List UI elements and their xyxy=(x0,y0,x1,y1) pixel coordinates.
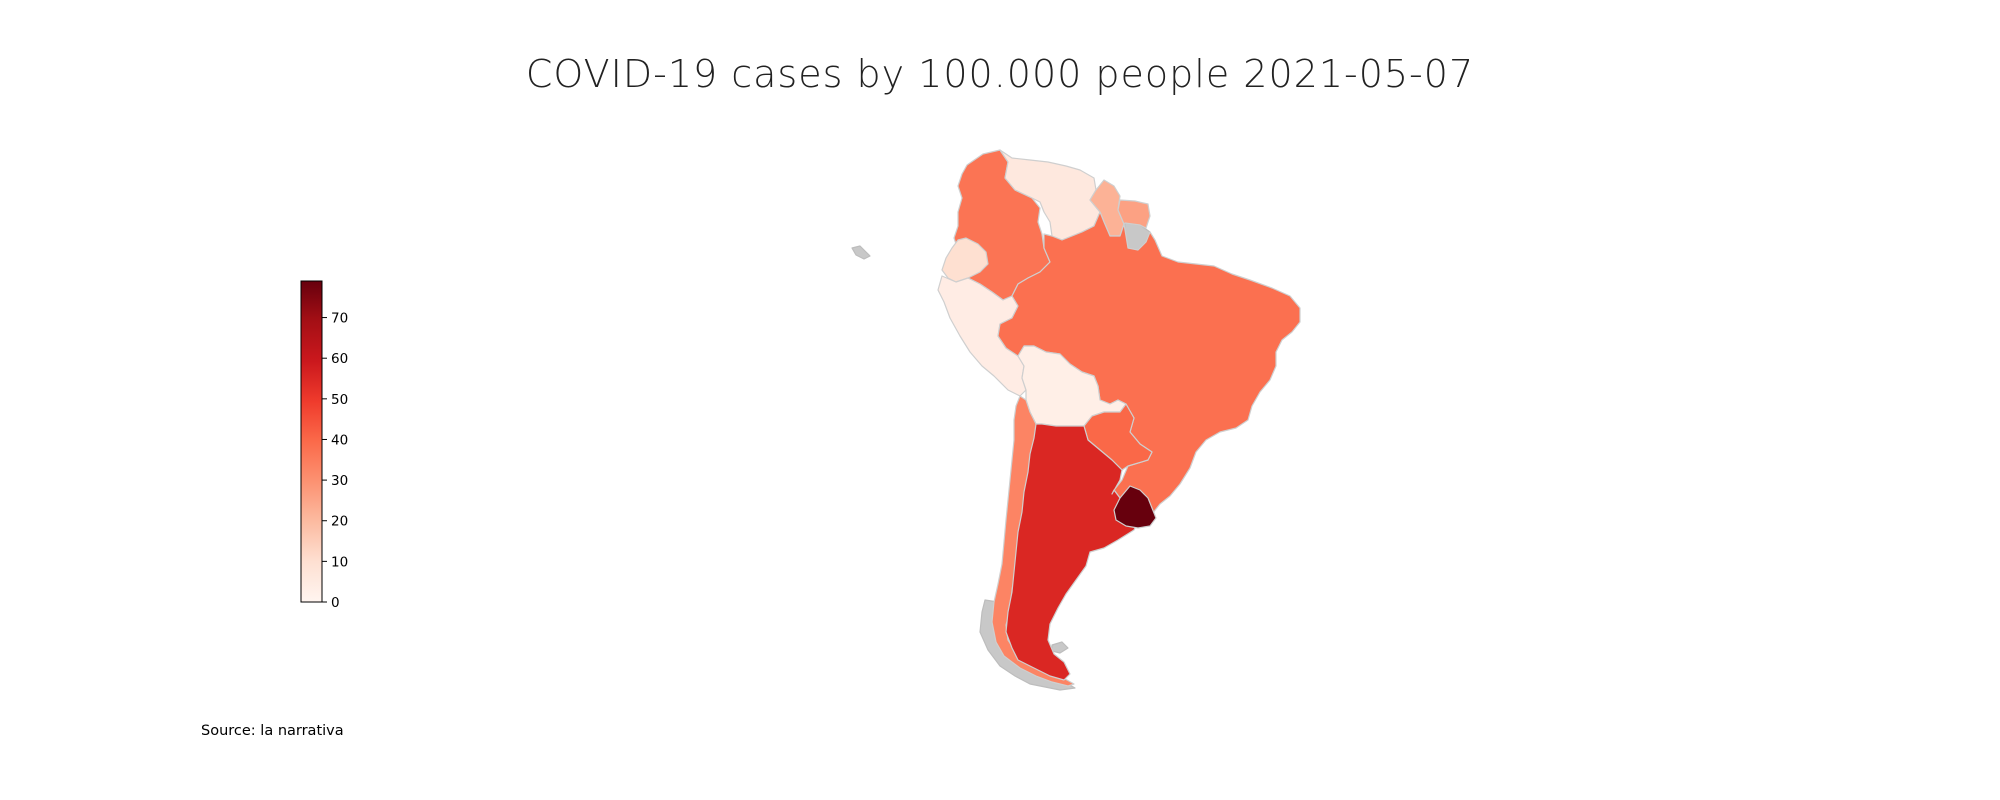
colorbar-tick-label: 60 xyxy=(331,351,348,367)
country-uruguay xyxy=(1113,485,1157,529)
colorbar-tick-label: 50 xyxy=(331,392,348,408)
colorbar-tick-label: 30 xyxy=(331,473,348,489)
country-ecuador xyxy=(941,237,989,283)
colorbar-ticks: 0 10 20 30 40 50 60 70 xyxy=(322,311,348,611)
country-galapagos xyxy=(851,245,871,260)
colorbar-tick-label: 10 xyxy=(331,554,348,570)
map-title: COVID-19 cases by 100.000 people 2021-05… xyxy=(525,52,1475,96)
colorbar-gradient xyxy=(300,280,323,603)
country-argentina xyxy=(1005,423,1141,681)
countries-layer xyxy=(851,149,1301,691)
colorbar-tick-label: 70 xyxy=(331,311,348,327)
colorbar-tick-label: 40 xyxy=(331,432,348,448)
colorbar: 0 10 20 30 40 50 60 70 xyxy=(300,280,348,611)
colorbar-tick-label: 20 xyxy=(331,514,348,530)
country-suriname xyxy=(1117,199,1151,229)
source-note: Source: la narrativa xyxy=(201,723,344,739)
country-falklands xyxy=(1051,641,1069,654)
colorbar-tick-label: 0 xyxy=(331,595,340,611)
